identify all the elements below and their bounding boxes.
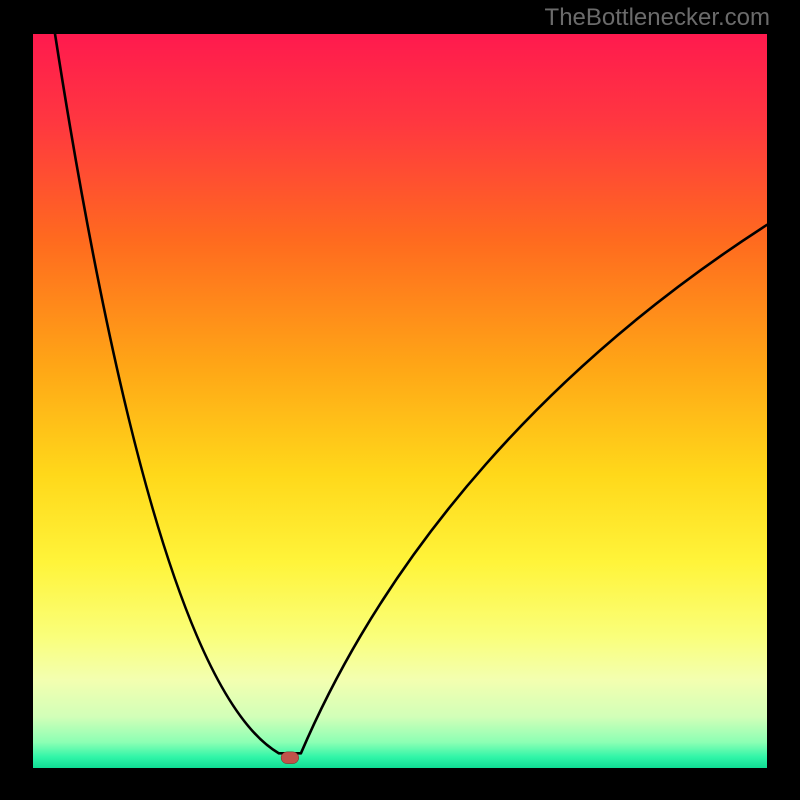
watermark-text: TheBottlenecker.com	[545, 4, 770, 32]
plot-area	[33, 34, 767, 768]
chart-frame: TheBottlenecker.com	[0, 0, 800, 800]
